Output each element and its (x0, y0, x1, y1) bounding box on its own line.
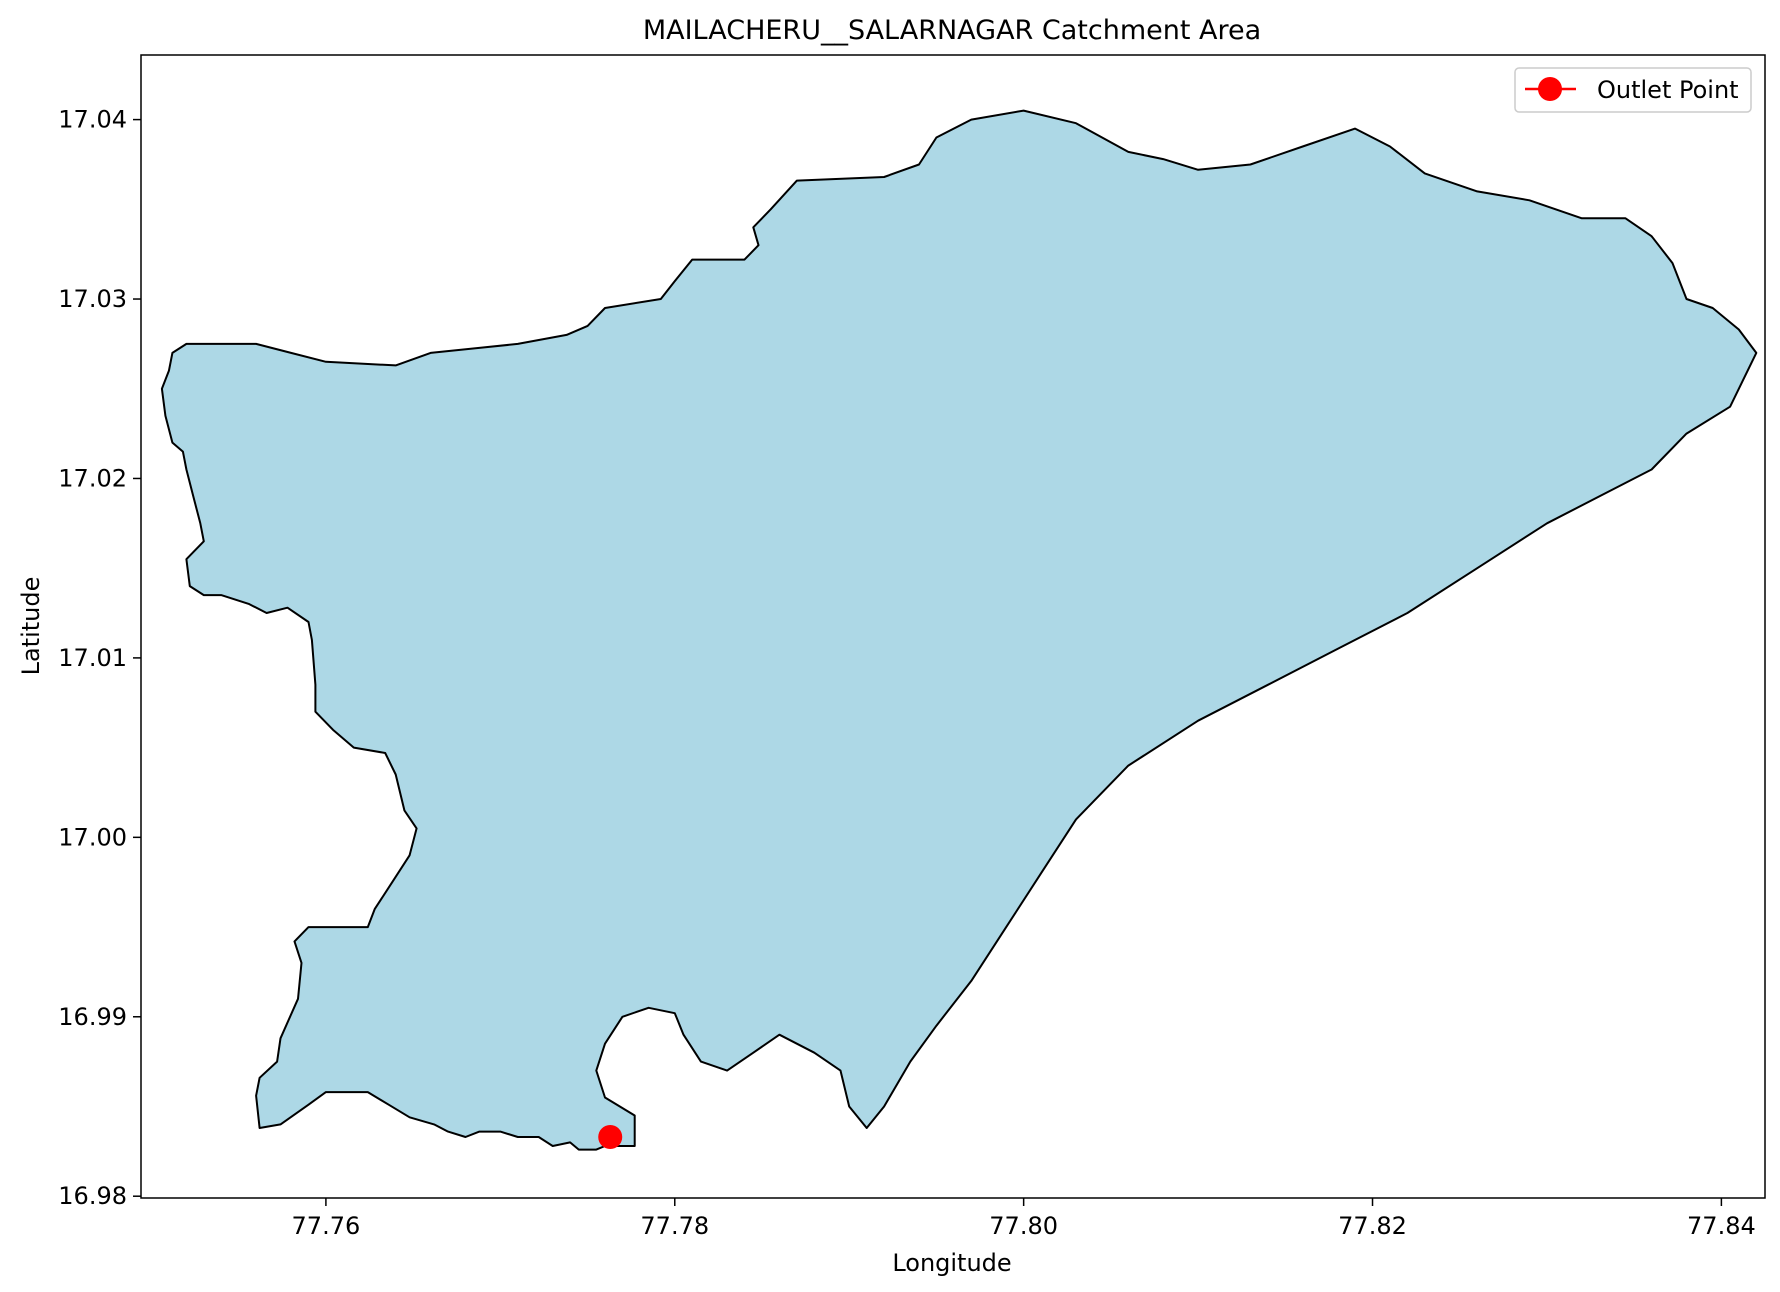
legend: Outlet Point (1514, 67, 1752, 113)
x-axis-ticks: 77.76 77.78 77.80 77.82 77.84 (292, 1198, 1756, 1240)
axes-frame (140, 54, 1766, 1199)
x-tick-label: 77.82 (1338, 1212, 1407, 1240)
y-tick-label: 17.01 (58, 644, 127, 672)
y-axis-label: Latitude (17, 577, 45, 676)
y-tick-label: 16.99 (58, 1003, 127, 1031)
y-axis-ticks: 16.98 16.99 17.00 17.01 17.02 17.03 17.04 (58, 106, 141, 1210)
map-title: MAILACHERU__SALARNAGAR Catchment Area (643, 15, 1261, 46)
x-tick-label: 77.84 (1687, 1212, 1756, 1240)
legend-box (1514, 67, 1752, 113)
x-axis-label: Longitude (892, 1249, 1011, 1277)
x-tick-label: 77.80 (989, 1212, 1058, 1240)
y-tick-label: 16.98 (58, 1182, 127, 1210)
x-tick-label: 77.78 (640, 1212, 709, 1240)
y-tick-label: 17.03 (58, 285, 127, 313)
catchment-polygon (160, 109, 1758, 1151)
y-tick-label: 17.02 (58, 464, 127, 492)
legend-marker-swatch (1538, 77, 1562, 101)
y-tick-label: 17.00 (58, 823, 127, 851)
y-tick-label: 17.04 (58, 106, 127, 134)
legend-entry-label: Outlet Point (1597, 76, 1739, 104)
x-tick-label: 77.76 (292, 1212, 361, 1240)
plot-area (160, 109, 1758, 1151)
outlet-point-marker (598, 1124, 623, 1149)
